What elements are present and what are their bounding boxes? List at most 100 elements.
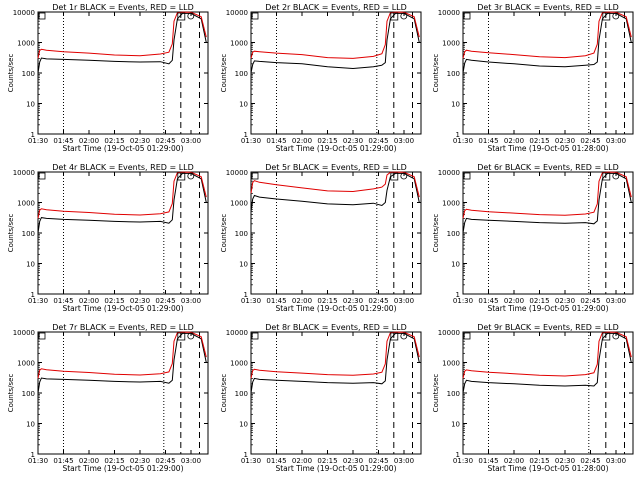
y-axis-label: Counts/sec xyxy=(432,214,440,253)
y-tick-label: 100 xyxy=(235,230,248,238)
x-tick-label: 01:30 xyxy=(28,457,48,465)
y-tick-label: 1000 xyxy=(17,200,35,208)
series-line-events xyxy=(250,172,420,212)
x-axis-label: Start Time (19-Oct-05 01:29:00) xyxy=(275,144,396,153)
x-tick-label: 01:45 xyxy=(478,297,498,305)
x-tick-label: 01:30 xyxy=(241,297,261,305)
x-tick-label: 02:00 xyxy=(292,457,312,465)
x-tick-label: 02:30 xyxy=(555,137,575,145)
y-tick-label: 10000 xyxy=(438,9,460,17)
x-tick-label: 01:30 xyxy=(453,297,473,305)
y-axis-label: Counts/sec xyxy=(7,374,15,413)
x-tick-label: 02:15 xyxy=(529,137,549,145)
circle-marker-icon xyxy=(612,12,620,20)
x-tick-label: 02:45 xyxy=(580,457,600,465)
circle-marker-icon xyxy=(612,332,620,340)
x-tick-label: 02:45 xyxy=(155,137,175,145)
detector-panel-4: Det 4r BLACK = Events, RED = LLD 1 10 100 10… xyxy=(7,163,209,313)
y-tick-label: 10000 xyxy=(13,169,35,177)
x-axis-label: Start Time (19-Oct-05 01:28:00) xyxy=(487,464,608,473)
square-marker-icon xyxy=(251,12,259,20)
square-marker-icon xyxy=(602,172,611,181)
y-tick-label: 10000 xyxy=(13,329,35,337)
x-tick-label: 02:00 xyxy=(79,297,99,305)
circle-marker-icon xyxy=(400,332,408,340)
x-tick-label: 02:30 xyxy=(130,297,150,305)
x-tick-label: 03:00 xyxy=(394,297,414,305)
detector-panel-9: Det 9r BLACK = Events, RED = LLD 1 10 100 10… xyxy=(432,323,634,473)
square-marker-icon xyxy=(251,172,259,180)
x-tick-label: 01:30 xyxy=(241,137,261,145)
series-line-lld xyxy=(250,171,420,198)
x-tick-label: 02:45 xyxy=(580,137,600,145)
y-tick-label: 10000 xyxy=(226,9,248,17)
x-tick-label: 01:45 xyxy=(53,297,73,305)
x-tick-label: 03:00 xyxy=(606,457,626,465)
x-tick-label: 02:15 xyxy=(529,297,549,305)
x-tick-label: 02:30 xyxy=(555,297,575,305)
y-tick-label: 100 xyxy=(235,70,248,78)
x-axis-label: Start Time (19-Oct-05 01:29:00) xyxy=(275,464,396,473)
x-tick-label: 03:00 xyxy=(606,297,626,305)
series-line-lld xyxy=(462,171,632,219)
y-tick-label: 10000 xyxy=(13,9,35,17)
panel-title: Det 1r BLACK = Events, RED = LLD xyxy=(52,3,194,12)
y-tick-label: 10000 xyxy=(438,169,460,177)
x-tick-label: 01:30 xyxy=(453,137,473,145)
y-tick-label: 10 xyxy=(26,421,35,429)
y-tick-label: 1000 xyxy=(230,360,248,368)
y-tick-label: 1 xyxy=(456,451,460,459)
x-tick-label: 02:00 xyxy=(504,297,524,305)
square-marker-icon xyxy=(463,332,471,340)
panel-title: Det 2r BLACK = Events, RED = LLD xyxy=(265,3,407,12)
square-marker-icon xyxy=(463,12,471,20)
x-tick-label: 03:00 xyxy=(181,457,201,465)
y-tick-label: 1000 xyxy=(230,40,248,48)
y-tick-label: 100 xyxy=(447,390,460,398)
circle-marker-icon xyxy=(187,332,195,340)
circle-marker-icon xyxy=(400,172,408,180)
panel-title: Det 5r BLACK = Events, RED = LLD xyxy=(265,163,407,172)
x-tick-label: 02:45 xyxy=(155,457,175,465)
x-axis-label: Start Time (19-Oct-05 01:29:00) xyxy=(275,304,396,313)
circle-marker-icon xyxy=(612,172,620,180)
x-tick-label: 02:45 xyxy=(368,457,388,465)
y-axis-label: Counts/sec xyxy=(7,54,15,93)
square-marker-icon xyxy=(602,12,611,21)
square-marker-icon xyxy=(177,12,186,21)
y-tick-label: 1 xyxy=(244,131,248,139)
y-tick-label: 1 xyxy=(31,131,35,139)
y-tick-label: 10000 xyxy=(226,169,248,177)
y-tick-label: 10 xyxy=(239,421,248,429)
y-tick-label: 100 xyxy=(22,70,35,78)
panel-title: Det 9r BLACK = Events, RED = LLD xyxy=(477,323,619,332)
x-tick-label: 02:30 xyxy=(555,457,575,465)
y-tick-label: 100 xyxy=(22,230,35,238)
x-tick-label: 02:00 xyxy=(504,457,524,465)
x-tick-label: 01:45 xyxy=(266,137,286,145)
detector-panel-1: Det 1r BLACK = Events, RED = LLD 1 10 100 10… xyxy=(7,3,209,153)
y-tick-label: 1 xyxy=(31,451,35,459)
x-tick-label: 01:30 xyxy=(28,297,48,305)
x-tick-label: 02:00 xyxy=(292,297,312,305)
x-tick-label: 02:00 xyxy=(79,457,99,465)
x-axis-label: Start Time (19-Oct-05 01:28:00) xyxy=(487,144,608,153)
square-marker-icon xyxy=(38,332,46,340)
series-line-events xyxy=(37,332,207,394)
y-tick-label: 10 xyxy=(239,101,248,109)
series-line-lld xyxy=(37,331,207,379)
detector-panel-8: Det 8r BLACK = Events, RED = LLD 1 10 100 10… xyxy=(220,323,422,473)
panel-title: Det 3r BLACK = Events, RED = LLD xyxy=(477,3,619,12)
x-tick-label: 02:45 xyxy=(368,297,388,305)
detector-panel-5: Det 5r BLACK = Events, RED = LLD 1 10 100 10… xyxy=(220,163,422,313)
y-tick-label: 10000 xyxy=(226,329,248,337)
y-tick-label: 10 xyxy=(451,101,460,109)
series-line-events xyxy=(250,12,420,74)
x-axis-label: Start Time (19-Oct-05 01:29:00) xyxy=(62,304,183,313)
series-line-lld xyxy=(250,11,420,59)
x-tick-label: 02:45 xyxy=(368,137,388,145)
y-tick-label: 1000 xyxy=(17,360,35,368)
y-tick-label: 1000 xyxy=(230,200,248,208)
detector-panel-3: Det 3r BLACK = Events, RED = LLD 1 10 100 10… xyxy=(432,3,634,153)
circle-marker-icon xyxy=(187,172,195,180)
